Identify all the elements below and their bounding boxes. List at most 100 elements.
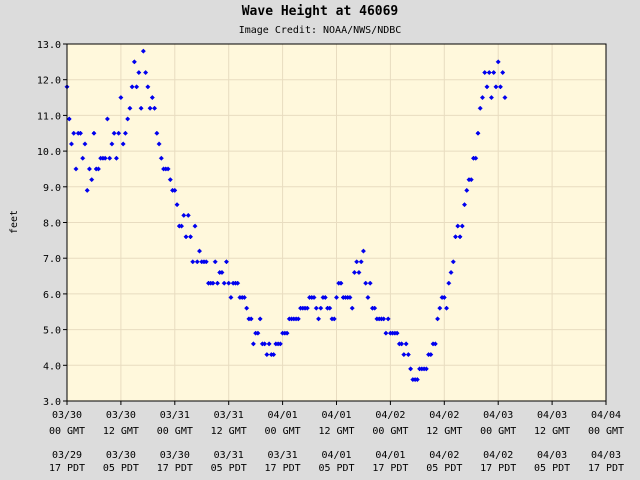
y-tick-label: 10.0: [37, 147, 61, 158]
data-point: [196, 248, 203, 254]
data-point: [143, 70, 149, 76]
y-tick-label: 3.0: [43, 397, 61, 408]
data-point: [134, 84, 140, 90]
x-tick-label-pdt-date: 04/02: [429, 450, 459, 461]
data-point: [183, 234, 189, 240]
x-tick-label-pdt-time: 05 PDT: [426, 463, 462, 474]
plot-frame: [66, 43, 607, 402]
x-tick-label-gmt-date: 04/03: [537, 410, 567, 421]
data-point: [383, 330, 389, 336]
x-tick-label-pdt-time: 17 PDT: [588, 463, 624, 474]
data-point: [109, 141, 115, 147]
data-point: [443, 305, 450, 311]
data-point: [295, 316, 301, 322]
data-point: [235, 280, 241, 286]
data-point: [457, 234, 463, 240]
data-series: [64, 48, 508, 383]
y-tick-label: 9.0: [43, 183, 61, 194]
data-point: [349, 305, 355, 311]
data-point: [221, 280, 227, 286]
x-tick-label-pdt-date: 03/31: [214, 450, 244, 461]
data-point: [271, 352, 277, 358]
x-tick-label-pdt-date: 04/02: [483, 450, 513, 461]
data-point: [165, 166, 171, 172]
data-point: [118, 94, 124, 101]
data-point: [428, 352, 434, 358]
data-point: [167, 177, 173, 183]
data-point: [140, 48, 146, 54]
x-tick-label-pdt-date: 03/30: [106, 450, 136, 461]
data-point: [385, 316, 391, 322]
y-axis-label: feet: [9, 210, 20, 234]
data-point: [486, 70, 492, 76]
data-point: [68, 141, 75, 147]
data-point: [311, 294, 317, 301]
data-point: [315, 316, 322, 322]
grid-lines: [67, 44, 606, 401]
data-point: [482, 70, 488, 76]
x-tick-label-gmt-date: 04/03: [483, 410, 513, 421]
data-point: [423, 366, 429, 372]
data-point: [477, 105, 483, 111]
data-point: [484, 84, 490, 90]
data-point: [187, 234, 194, 240]
data-point: [360, 248, 367, 254]
x-tick-label-pdt-date: 04/01: [321, 450, 351, 461]
data-point: [446, 280, 452, 286]
x-tick-label-gmt-time: 12 GMT: [534, 426, 570, 437]
data-point: [405, 352, 411, 358]
data-point: [493, 84, 499, 90]
data-point: [203, 259, 209, 265]
data-point: [192, 223, 198, 229]
data-point: [479, 94, 486, 101]
x-tick-label-pdt-time: 17 PDT: [480, 463, 516, 474]
y-tick-label: 6.0: [43, 290, 61, 301]
data-point: [194, 259, 200, 265]
y-tick-label: 5.0: [43, 326, 61, 337]
data-point: [266, 341, 272, 347]
data-point: [80, 155, 86, 161]
data-point: [95, 166, 101, 172]
data-point: [172, 187, 178, 193]
data-point: [495, 59, 501, 65]
data-point: [86, 166, 93, 172]
data-point: [248, 316, 254, 322]
data-point: [264, 352, 270, 358]
y-tick-label: 13.0: [37, 40, 61, 51]
y-tick-label: 12.0: [37, 76, 61, 87]
data-point: [149, 94, 155, 101]
x-tick-label-pdt-date: 03/31: [268, 450, 298, 461]
data-point: [73, 166, 79, 172]
data-point: [304, 305, 310, 311]
x-axis-ticks: 03/30 00 GMT 03/29 17 PDT 03/30 12 GMT 03/30 05…: [49, 401, 624, 474]
data-point: [244, 305, 250, 311]
data-point: [102, 155, 108, 161]
data-point: [185, 212, 191, 218]
data-point: [351, 269, 358, 276]
data-point: [212, 259, 218, 265]
x-tick-label-gmt-date: 03/30: [52, 410, 82, 421]
data-point: [452, 234, 459, 240]
y-axis-ticks: 3.0 4.0 5.0 6.0 7.0 8.0 9.0 10.0 11.0 12.0 13.0: [37, 40, 67, 408]
x-tick-label-gmt-time: 00 GMT: [372, 426, 408, 437]
x-tick-label-pdt-time: 05 PDT: [211, 463, 247, 474]
data-point: [158, 155, 164, 161]
data-point: [450, 259, 456, 265]
data-point: [156, 141, 162, 147]
data-point: [356, 269, 362, 276]
x-tick-label-pdt-date: 03/29: [52, 450, 82, 461]
data-point: [358, 259, 364, 265]
data-point: [77, 130, 84, 136]
y-tick-label: 11.0: [37, 111, 61, 122]
x-tick-label-gmt-time: 00 GMT: [49, 426, 85, 437]
data-point: [174, 202, 180, 208]
data-point: [131, 59, 137, 65]
data-point: [107, 155, 113, 161]
data-point: [347, 294, 353, 301]
data-point: [138, 105, 144, 111]
data-point: [468, 177, 474, 183]
data-point: [414, 377, 420, 383]
data-point: [331, 316, 337, 322]
x-tick-label-gmt-time: 00 GMT: [265, 426, 301, 437]
